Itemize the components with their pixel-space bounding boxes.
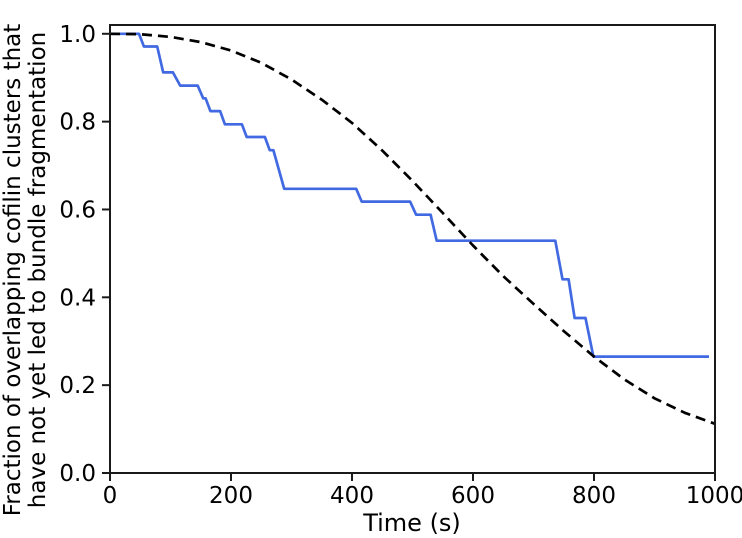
plot-border bbox=[109, 24, 716, 474]
y-tick-label: 0.0 bbox=[59, 461, 96, 487]
y-tick-label: 0.8 bbox=[59, 110, 96, 136]
x-tick-label: 800 bbox=[572, 483, 616, 509]
x-tick-label: 600 bbox=[451, 483, 495, 509]
y-tick-label: 0.2 bbox=[59, 373, 96, 399]
x-tick-label: 0 bbox=[103, 483, 118, 509]
y-tick-label: 0.6 bbox=[59, 197, 96, 223]
x-axis-label: Time (s) bbox=[362, 509, 461, 537]
y-axis-label-line-2: have not yet led to bundle fragmentation bbox=[25, 32, 51, 508]
model-curve-line bbox=[109, 32, 716, 426]
y-tick-label: 0.4 bbox=[59, 285, 96, 311]
tick-layer: 0 200 400 600 800 1000 0.0 0.2 0.4 0.6 0.8 1.0 bbox=[59, 22, 742, 509]
x-tick-label: 200 bbox=[209, 483, 253, 509]
y-tick-label: 1.0 bbox=[59, 22, 96, 48]
empirical-fraction-step-line bbox=[110, 32, 709, 358]
y-axis-label: Fraction of overlapping cofilin clusters… bbox=[0, 24, 51, 517]
series-layer bbox=[109, 32, 716, 426]
x-tick-label: 1000 bbox=[686, 483, 742, 509]
x-tick-label: 400 bbox=[330, 483, 374, 509]
y-axis-label-line-1: Fraction of overlapping cofilin clusters… bbox=[0, 24, 26, 517]
